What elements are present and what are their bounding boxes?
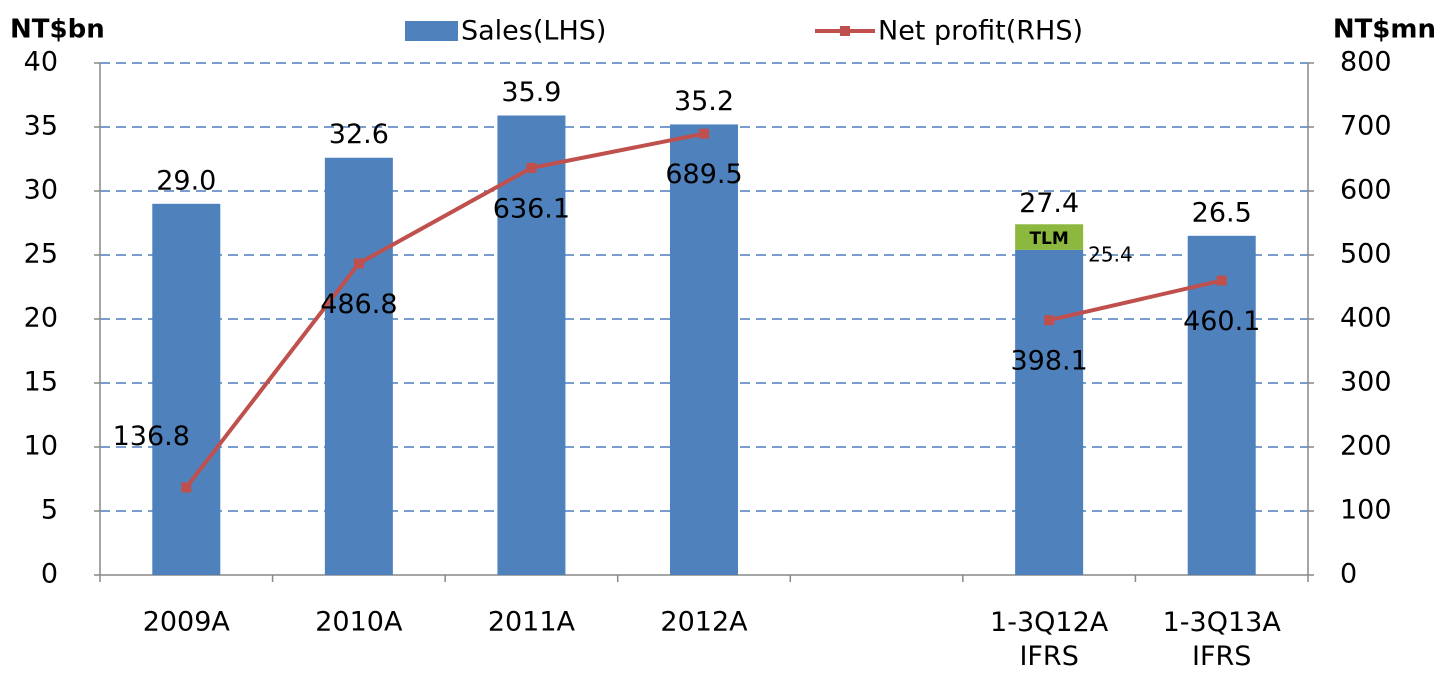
bar — [497, 115, 566, 575]
data-label: 460.1 — [1183, 306, 1260, 337]
data-label: 486.8 — [320, 289, 397, 320]
x-tick-label: 2012A — [660, 607, 748, 638]
y2-tick-label: 200 — [1340, 431, 1392, 462]
y2-tick-label: 600 — [1340, 175, 1392, 206]
marker — [181, 482, 192, 493]
bar — [324, 157, 393, 575]
legend-marker — [840, 26, 850, 36]
marker — [699, 128, 709, 139]
y2-tick-label: 100 — [1340, 495, 1392, 526]
line — [184, 131, 1223, 489]
x-tick-label: 1-3Q13A IFRS — [1163, 607, 1282, 672]
data-label: 25.4 — [1088, 242, 1133, 266]
legend-swatch — [405, 21, 458, 41]
data-label: 398.1 — [1010, 346, 1087, 377]
marker — [1216, 275, 1227, 286]
x-tick-label: 2011A — [488, 607, 576, 638]
segment-label: TLM — [1029, 229, 1068, 249]
marker — [526, 162, 537, 173]
y-tick-label: 30 — [24, 175, 58, 206]
data-label: 136.8 — [113, 421, 190, 452]
y-tick-label: 5 — [41, 495, 58, 526]
x-tick-label: 1-3Q12A IFRS — [990, 607, 1109, 672]
y2-tick-label: 400 — [1340, 303, 1392, 334]
y2-tick-label: 300 — [1340, 367, 1392, 398]
stack-label: 27.4 — [1019, 188, 1079, 219]
bar-segment — [1015, 224, 1084, 250]
y-tick-label: 35 — [24, 111, 58, 142]
y2-tick-label: 700 — [1340, 111, 1392, 142]
data-label: 35.2 — [674, 86, 734, 117]
y-tick-label: 0 — [41, 559, 58, 590]
x-tick-label: 2010A — [315, 607, 403, 638]
y-axis-title: NT$bn — [10, 15, 105, 45]
marker — [1044, 315, 1055, 326]
legend-label: Net profit(RHS) — [878, 16, 1083, 47]
y2-axis-title: NT$mn — [1333, 15, 1436, 45]
y2-tick-label: 500 — [1340, 239, 1392, 270]
y2-tick-label: 800 — [1340, 47, 1392, 78]
x-tick-label: 2009A — [143, 607, 231, 638]
data-label: 636.1 — [493, 193, 570, 224]
y-tick-label: 20 — [24, 303, 58, 334]
marker — [353, 258, 364, 269]
legend-label: Sales(LHS) — [461, 16, 606, 47]
data-label: 29.0 — [156, 165, 216, 196]
bar — [152, 203, 221, 576]
y-tick-label: 40 — [24, 47, 58, 78]
y-tick-label: 15 — [24, 367, 58, 398]
data-label: 32.6 — [329, 119, 389, 150]
data-label: 689.5 — [665, 159, 742, 190]
bar — [1187, 235, 1256, 576]
data-label: 35.9 — [501, 77, 561, 108]
data-label: 26.5 — [1192, 197, 1252, 228]
y-tick-label: 10 — [24, 431, 58, 462]
bar — [670, 124, 738, 575]
y2-tick-label: 0 — [1340, 559, 1357, 590]
y-tick-label: 25 — [24, 239, 58, 270]
bar — [1015, 249, 1084, 575]
